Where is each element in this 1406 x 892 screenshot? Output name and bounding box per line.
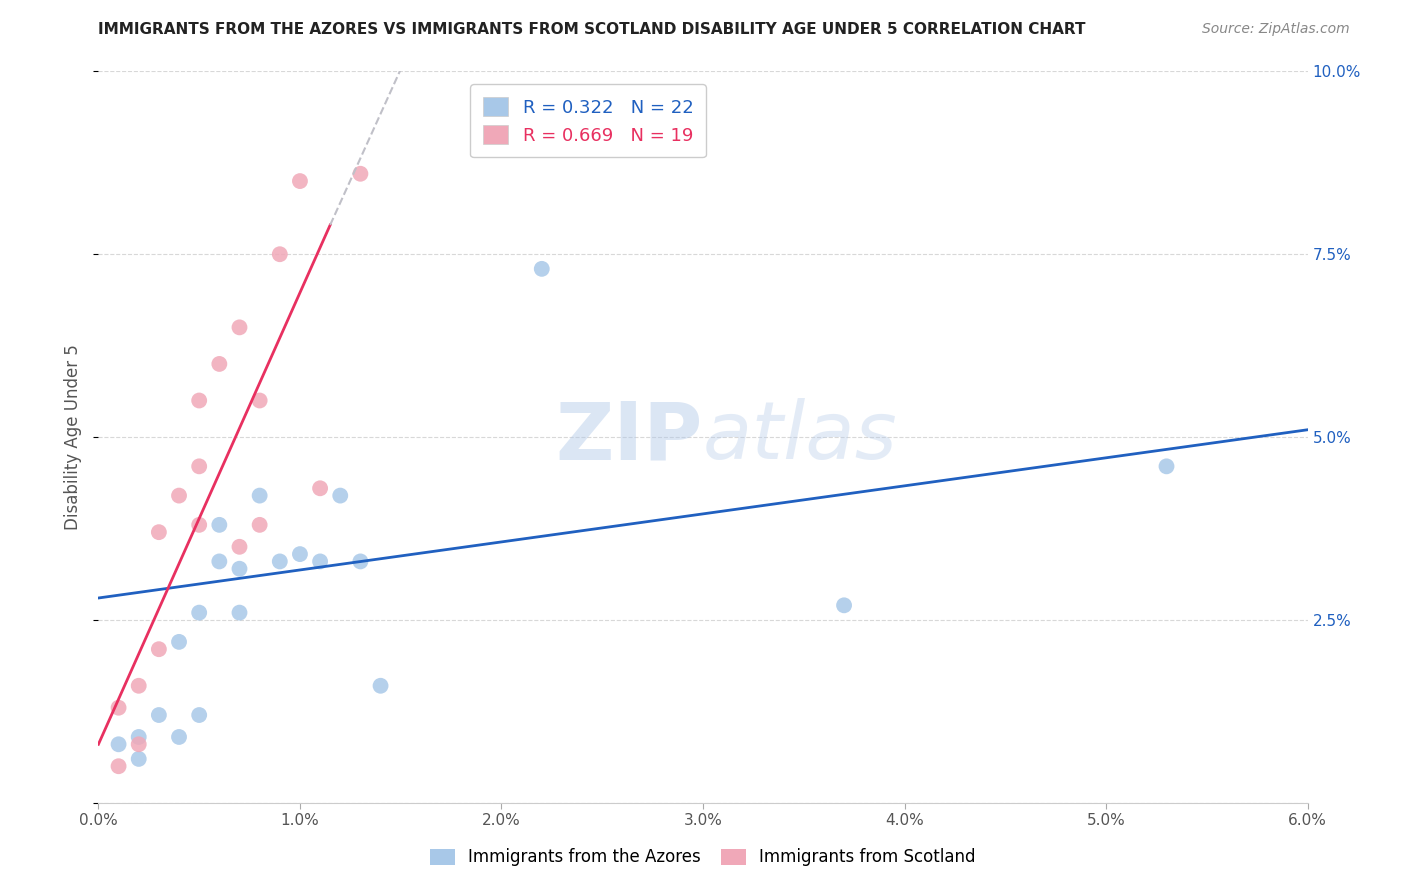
Point (228, 320, 250, 334)
Point (107, 737, 129, 751)
Y-axis label: Disability Age Under 5: Disability Age Under 5 (65, 344, 83, 530)
Legend: Immigrants from the Azores, Immigrants from Scotland: Immigrants from the Azores, Immigrants f… (422, 840, 984, 875)
Point (128, 679, 150, 693)
Point (329, 489, 352, 503)
Point (249, 489, 271, 503)
Point (249, 517, 271, 532)
Point (288, 547, 311, 561)
Point (309, 481, 332, 495)
Point (288, 174, 311, 188)
Point (530, 261, 553, 276)
Point (208, 554, 231, 568)
Text: IMMIGRANTS FROM THE AZORES VS IMMIGRANTS FROM SCOTLAND DISABILITY AGE UNDER 5 CO: IMMIGRANTS FROM THE AZORES VS IMMIGRANTS… (98, 22, 1085, 37)
Point (208, 357, 231, 371)
Point (249, 393, 271, 408)
Point (370, 679, 392, 693)
Point (188, 393, 211, 408)
Text: atlas: atlas (703, 398, 898, 476)
Point (167, 730, 190, 744)
Point (188, 517, 211, 532)
Point (167, 635, 190, 649)
Point (188, 459, 211, 474)
Point (349, 554, 371, 568)
Text: ZIP: ZIP (555, 398, 703, 476)
Point (228, 540, 250, 554)
Point (128, 730, 150, 744)
Point (128, 737, 150, 751)
Point (228, 606, 250, 620)
Point (148, 642, 170, 657)
Point (309, 554, 332, 568)
Point (349, 167, 371, 181)
Point (107, 700, 129, 714)
Point (269, 554, 291, 568)
Point (832, 599, 855, 613)
Point (1156, 459, 1178, 474)
Point (148, 525, 170, 540)
Point (107, 759, 129, 773)
Point (167, 489, 190, 503)
Point (269, 247, 291, 261)
Point (228, 562, 250, 576)
Point (208, 517, 231, 532)
Point (128, 752, 150, 766)
Legend: R = 0.322   N = 22, R = 0.669   N = 19: R = 0.322 N = 22, R = 0.669 N = 19 (470, 84, 706, 157)
Text: Source: ZipAtlas.com: Source: ZipAtlas.com (1202, 22, 1350, 37)
Point (188, 606, 211, 620)
Point (148, 708, 170, 723)
Point (188, 708, 211, 723)
